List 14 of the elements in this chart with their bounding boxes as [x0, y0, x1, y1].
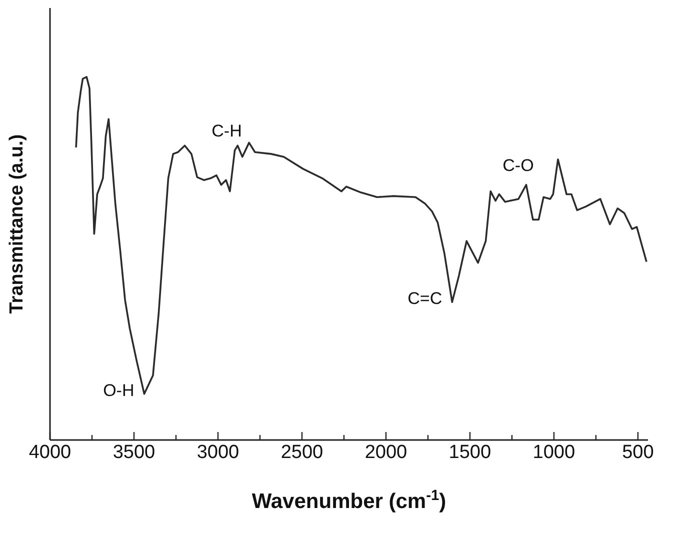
x-tick-label: 3000	[196, 442, 240, 463]
x-tick-label: 2500	[280, 442, 324, 463]
x-axis-title: Wavenumber (cm$^{-1}$)	[252, 488, 446, 513]
y-axis-title: Transmittance (a.u.)	[6, 134, 28, 314]
x-tick-label: 4000	[28, 442, 72, 463]
x-tick-label: 500	[622, 442, 654, 463]
x-tick-label: 1000	[532, 442, 576, 463]
x-tick-label: 1500	[448, 442, 492, 463]
annotation: C=C	[408, 289, 442, 308]
x-tick-label: 3500	[112, 442, 156, 463]
x-tick-label: 2000	[364, 442, 408, 463]
annotation: C-O	[502, 156, 534, 175]
annotation: O-H	[103, 380, 134, 400]
annotation: C-H	[212, 121, 242, 140]
